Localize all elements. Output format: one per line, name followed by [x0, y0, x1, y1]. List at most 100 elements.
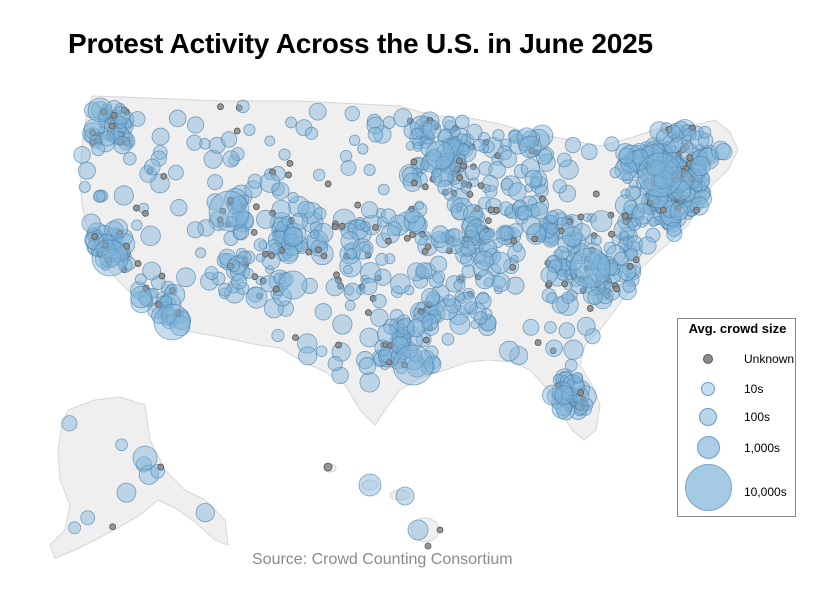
unknown-crowd-marker: [216, 216, 224, 224]
unknown-crowd-marker: [586, 305, 594, 312]
crowd-size-bubble: [200, 272, 219, 291]
crowd-size-bubble: [271, 199, 291, 220]
crowd-size-bubble: [544, 321, 557, 334]
crowd-size-bubble: [238, 194, 250, 205]
crowd-size-bubble: [92, 190, 106, 203]
crowd-size-bubble: [613, 218, 636, 241]
crowd-size-bubble: [492, 237, 504, 249]
crowd-size-bubble: [436, 298, 459, 321]
crowd-size-bubble: [130, 285, 153, 309]
unknown-crowd-marker: [421, 183, 429, 191]
unknown-crowd-marker: [436, 526, 444, 534]
crowd-size-bubble: [445, 298, 461, 314]
crowd-size-bubble: [68, 521, 82, 535]
unknown-crowd-marker: [510, 237, 518, 245]
crowd-size-bubble: [264, 135, 276, 147]
crowd-size-bubble: [497, 145, 513, 161]
crowd-size-bubble: [489, 251, 511, 274]
crowd-size-bubble: [225, 216, 238, 228]
crowd-size-bubble: [509, 346, 529, 366]
crowd-size-bubble: [332, 314, 353, 335]
crowd-size-bubble: [442, 115, 457, 130]
unknown-crowd-marker: [91, 232, 99, 240]
unknown-crowd-marker: [160, 172, 168, 180]
crowd-size-bubble: [231, 273, 247, 290]
crowd-size-bubble: [113, 185, 134, 206]
crowd-size-bubble: [358, 473, 382, 497]
crowd-size-bubble: [512, 241, 523, 253]
crowd-size-bubble: [546, 222, 559, 235]
unknown-crowd-marker: [487, 206, 495, 214]
crowd-size-bubble: [344, 299, 356, 311]
crowd-size-bubble: [412, 142, 423, 152]
crowd-size-bubble: [272, 287, 292, 307]
unknown-crowd-marker: [338, 222, 346, 230]
crowd-size-bubble: [168, 109, 187, 128]
crowd-size-bubble: [507, 244, 526, 263]
crowd-size-bubble: [343, 264, 353, 275]
legend-item-tenthousands: 10,000s: [678, 464, 797, 511]
crowd-size-bubble: [313, 207, 327, 221]
crowd-size-bubble: [604, 136, 620, 152]
crowd-size-bubble: [73, 146, 91, 164]
crowd-size-bubble: [473, 138, 486, 152]
crowd-size-bubble: [584, 252, 602, 271]
crowd-size-bubble: [123, 151, 137, 166]
crowd-size-bubble: [218, 282, 232, 297]
unknown-crowd-marker: [477, 182, 485, 190]
crowd-size-bubble: [492, 275, 506, 289]
crowd-size-bubble: [309, 229, 320, 239]
unknown-crowd-marker: [626, 263, 634, 270]
crowd-size-bubble: [359, 327, 380, 348]
crowd-size-bubble: [498, 201, 514, 216]
crowd-size-bubble: [103, 248, 122, 267]
crowd-size-bubble: [448, 305, 469, 326]
crowd-size-bubble: [454, 291, 466, 302]
crowd-size-bubble: [522, 318, 540, 336]
unknown-crowd-marker: [608, 230, 615, 238]
crowd-size-bubble: [298, 346, 318, 366]
crowd-size-bubble: [650, 160, 666, 176]
crowd-size-bubble: [564, 137, 582, 154]
crowd-size-bubble: [437, 179, 453, 196]
crowd-size-bubble: [506, 276, 525, 295]
crowd-size-bubble: [466, 219, 488, 241]
crowd-size-bubble: [691, 181, 703, 193]
crowd-size-bubble: [404, 285, 415, 296]
map-title: Protest Activity Across the U.S. in June…: [68, 28, 653, 59]
crowd-size-bubble: [327, 356, 343, 372]
unknown-crowd-marker: [250, 228, 258, 236]
legend-item-thousands: 1,000s: [678, 436, 797, 459]
unknown-crowd-marker: [142, 209, 149, 217]
crowd-size-bubble: [463, 204, 484, 225]
large-crowd-bubble: [425, 140, 455, 170]
crowd-size-bubble: [131, 219, 143, 231]
unknown-crowd-marker: [534, 339, 542, 346]
crowd-size-bubble: [564, 358, 578, 372]
crowd-size-bubble: [85, 231, 104, 251]
crowd-size-bubble: [99, 130, 116, 147]
unknown-crowd-marker: [335, 341, 342, 349]
crowd-size-bubble: [367, 126, 384, 143]
crowd-size-bubble: [586, 213, 597, 224]
hawaii-land: [323, 463, 440, 543]
crowd-size-bubble: [78, 181, 91, 193]
crowd-size-bubble: [363, 163, 376, 177]
crowd-size-bubble: [605, 260, 621, 276]
crowd-size-bubble: [160, 295, 173, 307]
large-crowd-bubble: [392, 344, 434, 386]
crowd-size-bubble: [475, 269, 495, 290]
crowd-size-bubble: [429, 255, 448, 273]
legend-item-tens: 10s: [678, 379, 797, 399]
crowd-size-bubble: [220, 131, 238, 148]
crowd-size-bubble: [168, 164, 184, 181]
crowd-size-bubble: [206, 193, 224, 211]
crowd-size-bubble: [488, 161, 506, 179]
crowd-size-bubble: [524, 183, 534, 193]
crowd-size-bubble: [134, 273, 147, 286]
crowd-size-bubble: [186, 134, 203, 151]
crowd-size-bubble: [645, 227, 661, 243]
legend-tenthousands-symbol: [685, 464, 732, 511]
legend-label-hundreds: 100s: [744, 410, 771, 424]
crowd-size-bubble: [256, 209, 276, 229]
